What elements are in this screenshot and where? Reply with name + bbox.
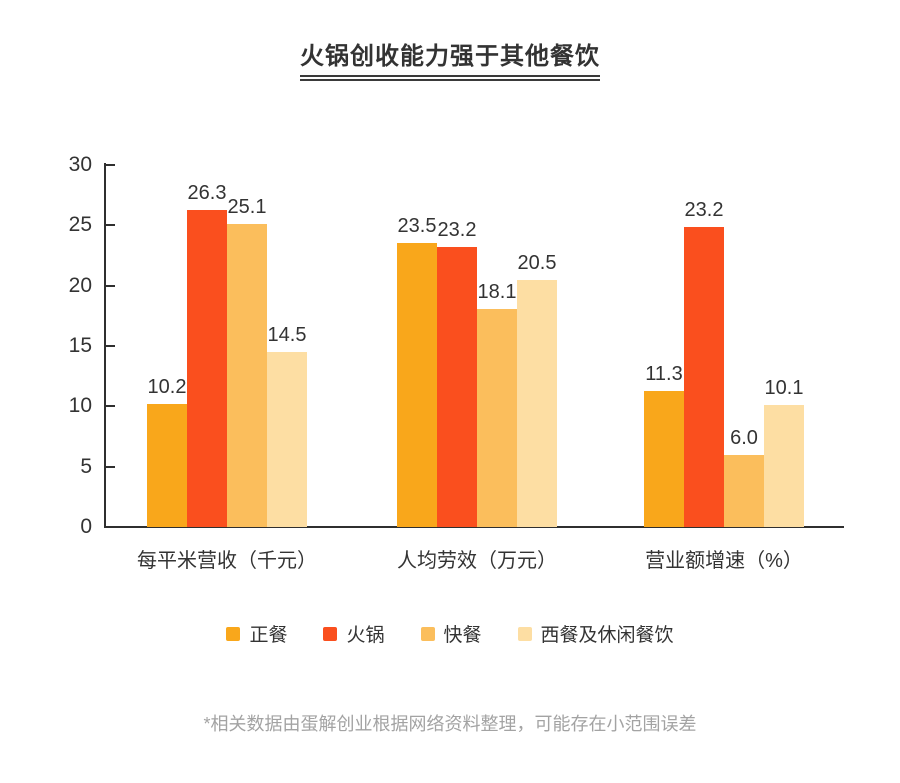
bar-火锅-0: [187, 209, 227, 527]
y-tick-20: [106, 284, 115, 287]
category-label-1: 人均劳效（万元）: [397, 550, 557, 572]
legend: 正餐 火锅 快餐 西餐及休闲餐饮: [0, 620, 900, 647]
bar-value-西餐及休闲餐饮-1: 20.5: [517, 251, 557, 274]
bar-value-正餐-2: 11.3: [645, 362, 683, 385]
y-tick-label-10: 10: [68, 394, 92, 418]
footnote: *相关数据由蛋解创业根据网络资料整理，可能存在小范围误差: [203, 714, 697, 734]
bar-正餐-2: [644, 390, 684, 527]
legend-label: 快餐: [443, 625, 482, 646]
bar-西餐及休闲餐饮-1: [517, 279, 557, 527]
bar-value-西餐及休闲餐饮-2: 10.1: [764, 377, 804, 400]
legend-label: 正餐: [249, 625, 288, 646]
legend-label: 西餐及休闲餐饮: [540, 625, 674, 646]
y-axis-line: [104, 163, 106, 528]
title-area: 火锅创收能力强于其他餐饮: [0, 36, 900, 81]
bar-value-正餐-0: 10.2: [147, 375, 187, 398]
category-label-0: 每平米营收（千元）: [137, 550, 317, 572]
legend-item-快餐: 快餐: [420, 620, 482, 647]
bar-火锅-1: [437, 247, 477, 527]
y-tick-5: [106, 465, 115, 468]
legend-item-正餐: 正餐: [226, 620, 287, 647]
bar-正餐-0: [147, 403, 187, 527]
bar-正餐-1: [397, 243, 437, 527]
legend-label: 火锅: [346, 625, 385, 646]
bar-快餐-0: [227, 224, 267, 527]
chart-title: 火锅创收能力强于其他餐饮: [300, 36, 600, 81]
bar-快餐-1: [477, 308, 517, 527]
y-tick-25: [106, 224, 115, 227]
y-tick-label-30: 30: [68, 153, 92, 176]
bar-value-火锅-2: 23.2: [684, 198, 724, 221]
bar-value-快餐-1: 18.1: [477, 280, 517, 303]
y-tick-label-0: 0: [80, 515, 92, 538]
legend-swatch-icon: [323, 626, 338, 641]
legend-item-西餐及休闲餐饮: 西餐及休闲餐饮: [517, 620, 674, 647]
y-tick-30: [106, 164, 115, 166]
y-tick-15: [106, 345, 115, 347]
bar-value-西餐及休闲餐饮-0: 14.5: [267, 324, 307, 347]
bar-快餐-2: [724, 454, 764, 527]
legend-swatch-icon: [517, 626, 532, 641]
legend-swatch-icon: [420, 626, 435, 641]
y-tick-10: [106, 405, 115, 408]
y-tick-label-15: 15: [68, 334, 92, 357]
bar-西餐及休闲餐饮-0: [267, 352, 307, 527]
x-axis-line: [104, 526, 844, 528]
bar-value-火锅-1: 23.2: [437, 219, 477, 242]
y-tick-label-20: 20: [68, 273, 92, 297]
bar-火锅-2: [684, 226, 724, 527]
legend-item-火锅: 火锅: [323, 620, 385, 647]
bar-value-快餐-0: 25.1: [227, 196, 267, 219]
bar-value-正餐-1: 23.5: [397, 215, 437, 238]
category-label-2: 营业额增速（%）: [645, 550, 803, 572]
bar-value-快餐-2: 6.0: [730, 426, 758, 449]
bar-西餐及休闲餐饮-2: [764, 405, 804, 527]
bar-value-火锅-0: 26.3: [187, 181, 227, 204]
legend-swatch-icon: [226, 626, 241, 641]
y-tick-label-25: 25: [68, 213, 92, 237]
y-tick-label-5: 5: [80, 454, 92, 478]
